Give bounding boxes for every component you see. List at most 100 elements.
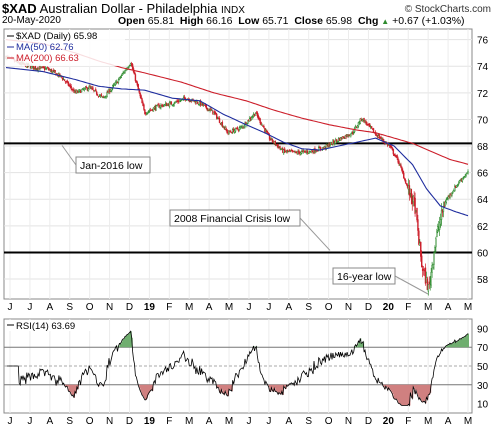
price-bar-body <box>106 91 108 98</box>
price-bar-body <box>120 75 122 78</box>
price-bar-body <box>237 129 240 131</box>
price-bar-body <box>87 88 89 91</box>
instrument-name: Australian Dollar - Philadelphia <box>39 1 218 16</box>
price-bar-body <box>231 132 233 134</box>
price-bar-body <box>173 103 175 106</box>
price-x-tick-label: A <box>206 302 213 313</box>
price-bar-body <box>449 193 451 198</box>
price-bar-body <box>215 113 218 119</box>
price-bar-body <box>424 267 427 284</box>
price-bar-body <box>443 205 446 207</box>
price-bar-body <box>462 177 464 179</box>
rsi-x-tick-label: J <box>8 416 13 427</box>
price-x-tick-label: J <box>266 302 271 313</box>
price-bar-body <box>458 180 461 183</box>
price-bar-body <box>147 111 149 114</box>
annotation-jan2016-text: Jan-2016 low <box>80 160 143 172</box>
price-bar-body <box>230 131 232 133</box>
price-bar-body <box>271 138 274 142</box>
low-label: Low <box>238 15 260 27</box>
price-bar-body <box>403 178 406 180</box>
price-bar-body <box>333 140 335 144</box>
price-y-tick-label: 66 <box>477 169 489 180</box>
price-bar-body <box>95 91 98 95</box>
price-bar-body <box>134 74 137 82</box>
price-bar-body <box>420 241 422 257</box>
annotation-16yr-leader <box>394 275 429 295</box>
price-bar-body <box>400 164 402 168</box>
price-bar-body <box>170 101 173 105</box>
price-bar-body <box>164 104 166 107</box>
price-bar-body <box>250 117 253 120</box>
price-bar-body <box>218 118 221 123</box>
price-bar-body <box>445 199 447 203</box>
price-bar-body <box>380 137 382 140</box>
price-bar-body <box>70 85 72 89</box>
price-bar-body <box>264 127 266 132</box>
price-bar-body <box>465 173 467 176</box>
price-bar-body <box>211 109 213 111</box>
price-bar-body <box>418 230 420 245</box>
price-y-tick-label: 68 <box>477 142 489 153</box>
price-bar-body <box>422 268 425 271</box>
price-bar-body <box>257 115 259 119</box>
price-bar-body <box>254 113 257 116</box>
price-bar-body <box>342 136 344 139</box>
price-x-tick-label: F <box>405 302 411 313</box>
price-bar-body <box>390 146 393 149</box>
annotations: Jan-2016 low 2008 Financial Crisis low 16-… <box>61 145 429 295</box>
price-bar-body <box>361 119 363 121</box>
price-bar-body <box>133 72 136 75</box>
rsi-x-tick-label: S <box>305 416 312 427</box>
rsi-x-ticks: J J A S O N D 19 F M A M J J A S O N D 20 F M A M <box>8 416 473 427</box>
price-bar-body <box>103 96 105 99</box>
price-bar-body <box>256 112 259 117</box>
rsi-y-tick-label: 50 <box>477 362 489 373</box>
price-bar-body <box>180 100 182 102</box>
price-bar-body <box>348 135 350 137</box>
price-bar-body <box>152 107 155 112</box>
rsi-x-tick-label: D <box>365 416 372 427</box>
rsi-legend-text: RSI(14) 63.69 <box>16 321 75 332</box>
price-bar-body <box>34 65 36 70</box>
price-bar-body <box>121 73 123 76</box>
price-bar-body <box>260 122 262 125</box>
price-x-tick-label: M <box>185 302 193 313</box>
price-bar-body <box>263 126 265 129</box>
price-bar-body <box>432 263 434 268</box>
price-x-ticks: J J A S O N D 19 F M A M J J A S O N D 20 F M A M <box>8 302 473 313</box>
price-bar-body <box>436 231 438 238</box>
price-bar-body <box>283 149 285 154</box>
price-bar-body <box>287 151 290 153</box>
price-legend: $XAD (Daily) 65.98 MA(50) 62.76 MA(200) … <box>5 30 125 66</box>
price-bar-body <box>30 65 33 69</box>
high-value: 66.16 <box>206 15 233 27</box>
rsi-x-tick-label: A <box>285 416 292 427</box>
price-bar-body <box>124 69 126 74</box>
price-bar-body <box>405 183 408 185</box>
price-y-tick-label: 58 <box>477 275 489 286</box>
price-bar-body <box>398 161 400 165</box>
close-value: 65.98 <box>325 15 353 27</box>
price-bar-body <box>95 89 97 92</box>
price-bar-body <box>238 127 241 130</box>
price-bar-body <box>335 139 338 141</box>
watermark: © StockCharts.com <box>404 4 491 15</box>
chg-value: +0.67 (+1.03%) <box>392 15 465 27</box>
price-bar-body <box>319 147 322 150</box>
price-bar-body <box>378 134 380 139</box>
annotation-16yr-text: 16-year low <box>337 271 392 283</box>
price-bar-body <box>433 252 435 265</box>
price-x-tick-label: A <box>46 302 53 313</box>
price-bar-body <box>306 150 309 154</box>
price-bar-body <box>52 69 54 72</box>
annotation-gfc-leader <box>299 217 331 251</box>
price-bar-body <box>139 92 141 97</box>
price-bar-body <box>158 104 160 108</box>
price-bar-body <box>117 79 120 83</box>
legend-ma50: MA(50) 62.76 <box>16 42 74 53</box>
price-x-tick-label: M <box>464 302 472 313</box>
rsi-x-tick-label: J <box>27 416 32 427</box>
price-bar-body <box>247 120 249 124</box>
